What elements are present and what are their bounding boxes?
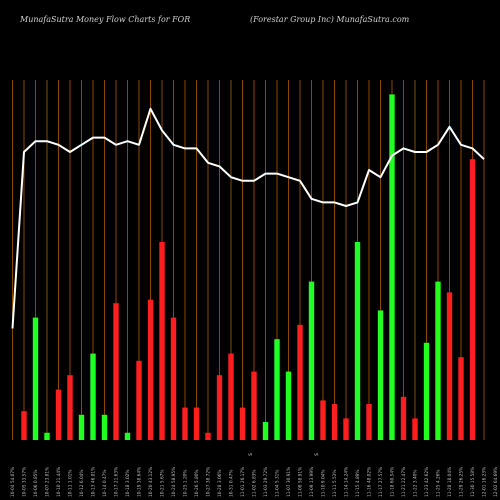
bar — [412, 418, 418, 440]
x-tick-label: 11-28 18.04% — [447, 467, 453, 497]
chart-title: MunafaSutra Money Flow Charts for FOR — [20, 15, 191, 24]
x-tick-label: 11-03 29.72% — [263, 467, 269, 497]
x-tick-label: 10-14 0.47% — [102, 469, 108, 497]
bar — [136, 360, 142, 440]
bar — [469, 159, 476, 440]
x-tick-label: 10-17 21.63% — [114, 467, 120, 497]
bar — [320, 400, 326, 440]
x-tick-label: 11-08 58.91% — [298, 467, 304, 497]
bar — [78, 414, 85, 440]
x-tick-label: 11-15 4.89% — [355, 469, 361, 497]
x-tick-label: 12-02 64.69% — [493, 467, 499, 497]
x-tick-label: 11-10 9.04% — [321, 469, 327, 497]
x-tick-label: 10-31 0.47% — [229, 469, 235, 497]
bar — [446, 292, 453, 440]
bar — [228, 353, 234, 440]
bar — [124, 432, 131, 440]
x-tick-label: 10-12 6.04% — [79, 469, 85, 497]
axis-mark: $ — [314, 453, 320, 456]
x-tick-label: 10-10 21.44% — [56, 467, 62, 497]
bar — [251, 371, 257, 440]
bar — [113, 303, 119, 440]
axis-mark: $ — [248, 453, 254, 456]
x-tick-label: 10-27 38.72% — [206, 467, 212, 497]
x-tick-label: 10-19 38.64% — [137, 467, 143, 497]
bar — [193, 407, 200, 440]
bar — [308, 281, 315, 440]
bar — [182, 407, 188, 440]
x-tick-label: 11-23 42.62% — [424, 467, 430, 497]
bar — [366, 404, 372, 440]
x-tick-label: 11-17 27.57% — [378, 467, 384, 497]
bar — [274, 339, 280, 440]
x-tick-label: 11-07 30.91% — [286, 467, 292, 497]
bar — [44, 432, 50, 440]
x-tick-label: 11-16 48.02% — [367, 467, 373, 497]
bar — [423, 342, 430, 440]
x-tick-label: 11-04 5.31% — [275, 469, 281, 497]
bar — [297, 324, 303, 440]
x-tick-label: 11-25 4.26% — [436, 469, 442, 497]
bar — [285, 371, 292, 440]
x-tick-label: 12-01 16.23% — [482, 467, 488, 497]
x-tick-label: 10-20 43.12% — [148, 467, 154, 497]
bar — [101, 414, 108, 440]
bar — [205, 432, 211, 440]
bar — [147, 299, 154, 440]
bar — [32, 317, 39, 440]
x-tick-label: 11-21 22.47% — [401, 467, 407, 497]
bar — [170, 317, 177, 440]
bar — [159, 242, 165, 440]
chart-subtitle: (Forestar Group Inc) MunafaSutra.com — [250, 15, 410, 24]
x-tick-label: 11-09 13.99% — [309, 467, 315, 497]
x-tick-label: 10-21 5.67% — [160, 469, 166, 497]
x-tick-label: 11-30 15.58% — [470, 467, 476, 497]
x-tick-label: 11-18 60.54% — [390, 467, 396, 497]
money-flow-line — [11, 107, 485, 329]
x-tick-label: 10-05 33.57% — [22, 467, 28, 497]
bar — [239, 407, 246, 440]
x-tick-label: 10-06 0.85% — [33, 469, 39, 497]
x-tick-label: 11-01 26.17% — [240, 467, 246, 497]
bar — [21, 411, 27, 440]
x-tick-label: 10-24 58.95% — [171, 467, 177, 497]
bar — [377, 310, 384, 440]
bar — [458, 357, 464, 440]
x-tick-label: 10-13 46.81% — [91, 467, 97, 497]
x-tick-label: 11-14 14.24% — [344, 467, 350, 497]
x-tick-label: 10-26 5.80% — [194, 469, 200, 497]
bar — [343, 418, 349, 440]
x-tick-label: 10-28 3.06% — [217, 469, 223, 497]
bar — [354, 242, 361, 440]
x-tick-label: 10-04 54.07% — [10, 467, 16, 497]
x-tick-label: 10-25 1.20% — [183, 469, 189, 497]
bar — [55, 389, 62, 440]
x-tick-label: 10-07 23.81% — [45, 467, 51, 497]
x-tick-label: 11-11 5.53% — [332, 469, 338, 497]
x-tick-label: 11-02 6.83% — [252, 469, 258, 497]
bar — [90, 353, 96, 440]
x-tick-label: 10-11 1.01% — [68, 469, 74, 497]
bar — [400, 396, 407, 440]
bar — [216, 375, 223, 440]
x-tick-label: 11-29 26.25% — [459, 467, 465, 497]
x-tick-label: 10-18 3.02% — [125, 469, 131, 497]
x-tick-label: 11-22 3.40% — [413, 469, 419, 497]
bar — [262, 422, 269, 440]
bar — [389, 94, 395, 441]
bar — [331, 404, 338, 440]
bar — [67, 375, 73, 440]
bar — [435, 281, 441, 440]
